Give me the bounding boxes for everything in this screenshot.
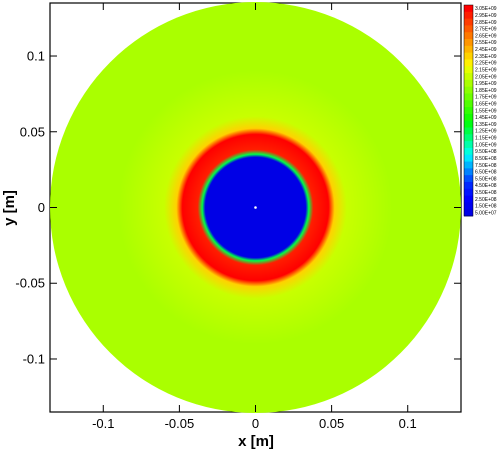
colorbar-label: 2.95E+09 bbox=[475, 13, 497, 19]
x-tick-label: -0.1 bbox=[92, 416, 114, 431]
x-tick-label: 0 bbox=[252, 416, 259, 431]
colorbar-swatch bbox=[464, 73, 473, 81]
colorbar-label: 2.25E+09 bbox=[475, 61, 497, 67]
colorbar-swatch bbox=[464, 120, 473, 128]
colorbar-swatch bbox=[464, 25, 473, 33]
colorbar-label: 1.25E+09 bbox=[475, 129, 497, 135]
y-tick-label: -0.1 bbox=[23, 351, 45, 366]
colorbar-label: 3.50E+08 bbox=[475, 190, 497, 196]
colorbar-label: 9.50E+08 bbox=[475, 149, 497, 155]
colorbar-swatch bbox=[464, 100, 473, 108]
colorbar-label: 7.50E+08 bbox=[475, 163, 497, 169]
colorbar-label: 1.75E+09 bbox=[475, 95, 497, 101]
colorbar-label: 2.75E+09 bbox=[475, 27, 497, 33]
colorbar-label: 2.50E+08 bbox=[475, 197, 497, 203]
colorbar-swatch bbox=[464, 147, 473, 156]
y-axis-ticks: -0.1 -0.05 0 0.05 0.1 bbox=[15, 49, 461, 366]
colorbar-label: 2.65E+09 bbox=[475, 33, 497, 39]
colorbar-label: 4.50E+08 bbox=[475, 183, 497, 189]
y-axis-title: y [m] bbox=[1, 190, 18, 226]
y-tick-label: 0.1 bbox=[27, 49, 45, 64]
colorbar-swatch bbox=[464, 5, 473, 13]
colorbar-swatch bbox=[464, 59, 473, 67]
colorbar-swatch bbox=[464, 39, 473, 47]
colorbar-label: 1.35E+09 bbox=[475, 122, 497, 128]
colorbar-swatch bbox=[464, 175, 473, 183]
colorbar-swatch bbox=[464, 141, 473, 149]
colorbar-swatch bbox=[464, 154, 473, 162]
colorbar-label: 1.15E+09 bbox=[475, 136, 497, 142]
colorbar-label: 2.35E+09 bbox=[475, 54, 497, 60]
colorbar-label: 1.05E+09 bbox=[475, 142, 497, 148]
colorbar-label: 1.45E+09 bbox=[475, 115, 497, 121]
colorbar-swatch bbox=[464, 18, 473, 26]
colorbar-label: 1.55E+09 bbox=[475, 108, 497, 114]
x-tick-label: 0.1 bbox=[399, 416, 417, 431]
colorbar-swatch bbox=[464, 202, 473, 210]
colorbar-label: 1.65E+09 bbox=[475, 101, 497, 107]
colorbar-label: 1.95E+09 bbox=[475, 81, 497, 87]
colorbar-label: 2.85E+09 bbox=[475, 20, 497, 26]
center-marker bbox=[254, 206, 257, 209]
colorbar-swatch bbox=[464, 32, 473, 40]
x-axis-title: x [m] bbox=[238, 433, 274, 450]
colorbar-swatch bbox=[464, 45, 473, 54]
colorbar-label: 2.05E+09 bbox=[475, 74, 497, 80]
colorbar-swatch bbox=[464, 113, 473, 122]
colorbar-swatch bbox=[464, 93, 473, 101]
colorbar-swatch bbox=[464, 107, 473, 115]
colorbar-label: 2.55E+09 bbox=[475, 40, 497, 46]
colorbar-swatch bbox=[464, 181, 473, 190]
colorbar-label: 5.00E+07 bbox=[475, 210, 497, 216]
colorbar-border bbox=[463, 4, 474, 217]
colorbar-label: 2.45E+09 bbox=[475, 47, 497, 53]
colorbar-swatch bbox=[464, 195, 473, 203]
colorbar-label: 6.50E+08 bbox=[475, 170, 497, 176]
colorbar-label: 2.15E+09 bbox=[475, 67, 497, 73]
colorbar-swatch bbox=[464, 188, 473, 196]
colorbar-swatch bbox=[464, 161, 473, 169]
x-tick-label: 0.05 bbox=[319, 416, 344, 431]
colorbar-label: 8.50E+08 bbox=[475, 156, 497, 162]
colorbar-swatch bbox=[464, 209, 473, 217]
x-axis-ticks: -0.1 -0.05 0 0.05 0.1 bbox=[92, 3, 417, 431]
colorbar-swatch bbox=[464, 168, 473, 176]
y-tick-label: 0.05 bbox=[20, 124, 45, 139]
colorbar-swatch bbox=[464, 86, 473, 94]
colorbar-label: 1.50E+08 bbox=[475, 204, 497, 210]
colorbar-swatch bbox=[464, 134, 473, 142]
colorbar-label: 1.85E+09 bbox=[475, 88, 497, 94]
colorbar-swatch bbox=[464, 52, 473, 60]
colorbar-swatch bbox=[464, 79, 473, 88]
x-tick-label: -0.05 bbox=[165, 416, 195, 431]
colorbar-swatch bbox=[464, 11, 473, 20]
colorbar: 3.05E+092.95E+092.85E+092.75E+092.65E+09… bbox=[463, 4, 497, 217]
colorbar-swatch bbox=[464, 66, 473, 74]
colorbar-swatch bbox=[464, 127, 473, 135]
y-tick-label: 0 bbox=[38, 200, 45, 215]
colorbar-label: 5.50E+08 bbox=[475, 176, 497, 182]
y-tick-label: -0.05 bbox=[15, 276, 45, 291]
colorbar-label: 3.05E+09 bbox=[475, 6, 497, 12]
